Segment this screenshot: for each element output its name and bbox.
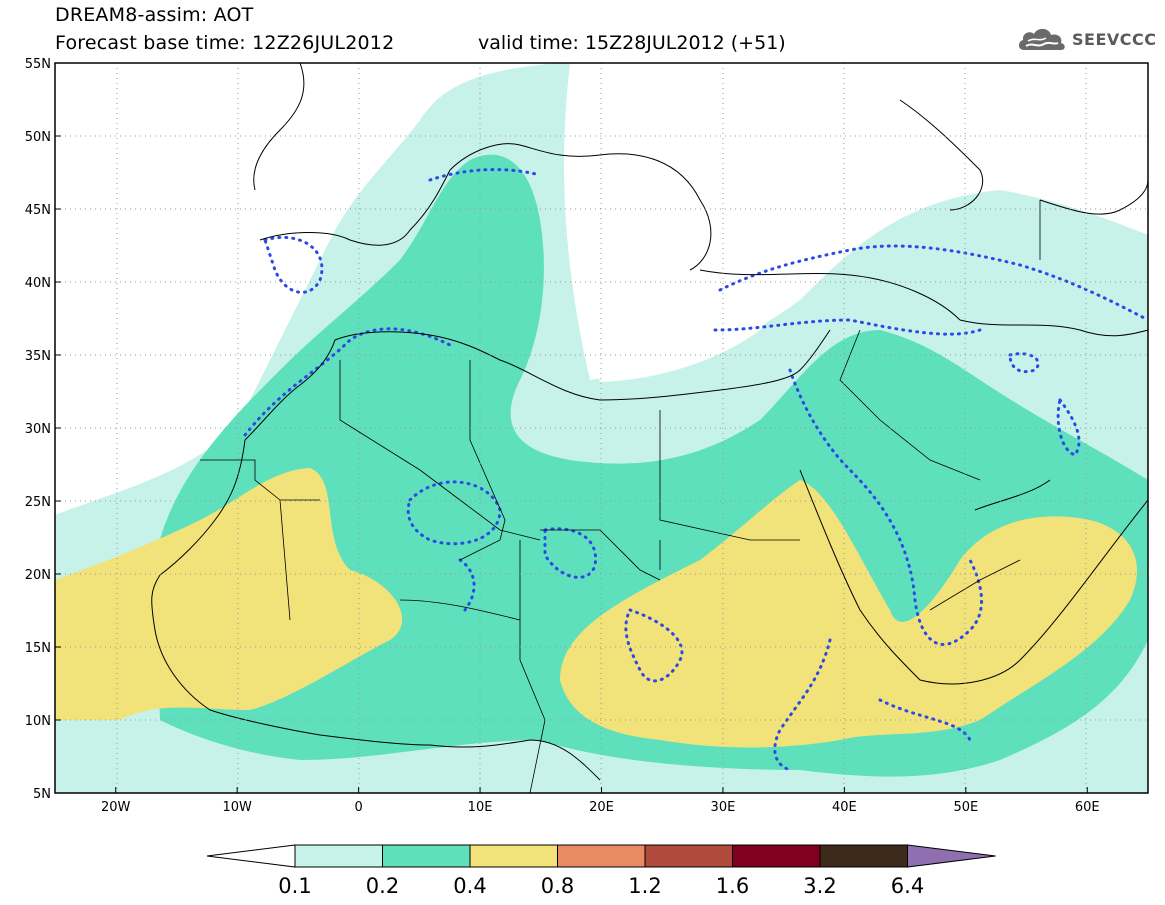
aot-band-0.4-east <box>560 480 1137 748</box>
lon-tick-label: 50E <box>953 800 978 815</box>
lat-tick-label: 15N <box>25 641 51 656</box>
lon-tick-label: 20E <box>589 800 614 815</box>
aot-contour-lines <box>243 168 1148 772</box>
axis-ticks: 20W 10W 0 10E 20E 30E 40E 50E 60E 55N 50N 45N 40N 35N… <box>25 57 1100 815</box>
seevccc-logo: SEEVCCC <box>1016 22 1157 56</box>
aot-band-0.2 <box>155 154 1148 777</box>
lon-tick-label: 0 <box>354 800 362 815</box>
cloud-icon <box>1018 28 1065 50</box>
lat-tick-label: 40N <box>25 276 51 291</box>
logo-text: SEEVCCC <box>1072 29 1157 49</box>
lat-tick-label: 10N <box>25 714 51 729</box>
lat-tick-label: 30N <box>25 422 51 437</box>
lon-tick-label: 60E <box>1075 800 1100 815</box>
lon-tick-label: 10W <box>222 800 252 815</box>
lat-tick-label: 20N <box>25 568 51 583</box>
lat-tick-label: 5N <box>33 787 51 802</box>
lat-tick-label: 50N <box>25 130 51 145</box>
forecast-base-time: Forecast base time: 12Z26JUL2012 <box>55 32 395 54</box>
lon-tick-label: 40E <box>832 800 857 815</box>
lon-tick-label: 30E <box>711 800 736 815</box>
graticule <box>55 63 1148 793</box>
country-borders <box>200 200 1041 793</box>
lat-tick-label: 55N <box>25 57 51 72</box>
lat-tick-label: 35N <box>25 349 51 364</box>
coastlines <box>151 63 1148 781</box>
lat-tick-label: 45N <box>25 203 51 218</box>
aot-band-0.4-west <box>55 468 403 720</box>
aot-field <box>55 63 1148 793</box>
valid-time: valid time: 15Z28JUL2012 (+51) <box>478 32 786 54</box>
lon-tick-label: 20W <box>101 800 131 815</box>
map-title: DREAM8-assim: AOT <box>55 4 254 26</box>
lon-tick-label: 10E <box>468 800 493 815</box>
lat-tick-label: 25N <box>25 495 51 510</box>
